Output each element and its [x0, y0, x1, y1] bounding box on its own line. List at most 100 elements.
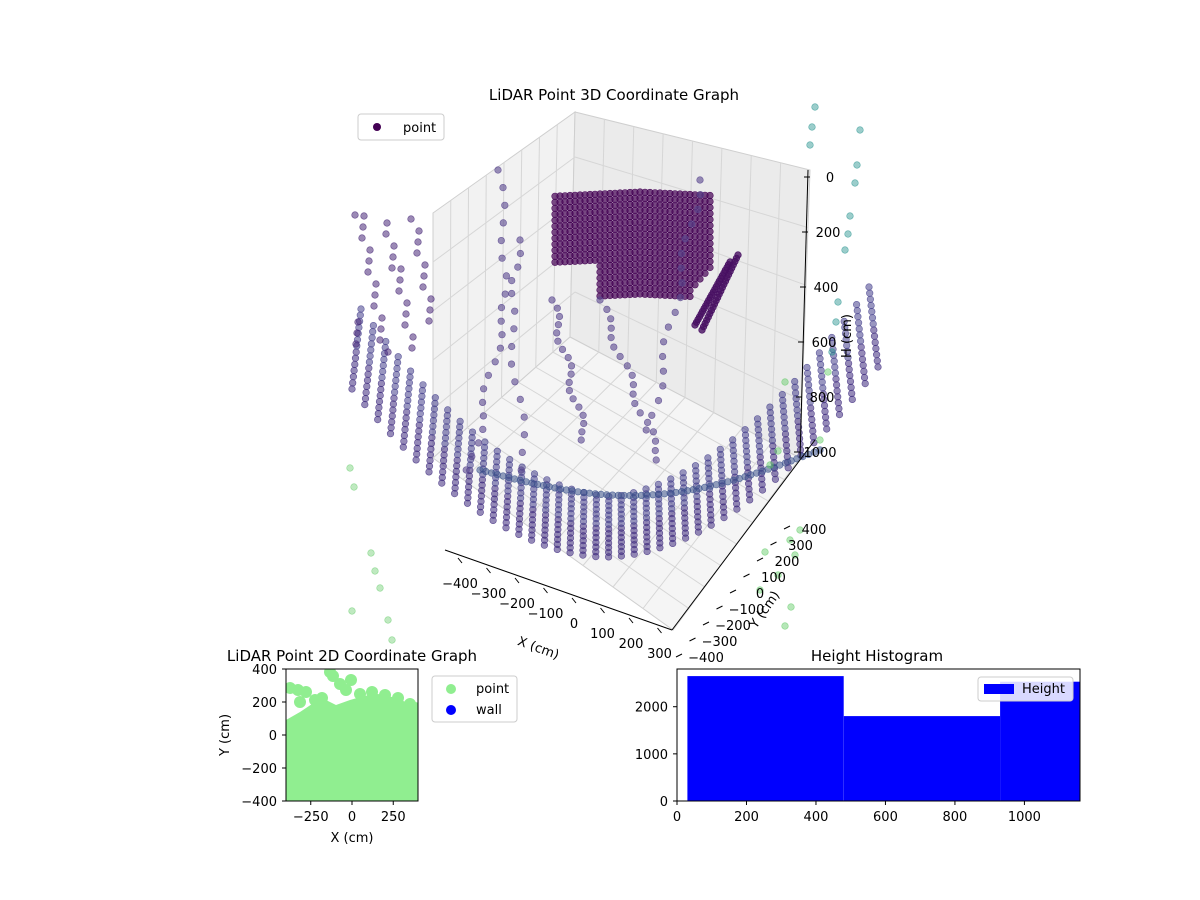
y-tick-label-2d: 400 — [252, 663, 277, 678]
point-3d-marker — [610, 343, 618, 351]
point-3d-marker — [380, 355, 388, 364]
legend-3d-label: point — [403, 121, 436, 136]
point-3d-marker — [688, 220, 696, 228]
grid-line — [535, 137, 540, 368]
point-3d-marker — [499, 219, 507, 227]
x-tick-label-3d: −300 — [471, 587, 507, 602]
point-3d-marker — [846, 377, 855, 386]
point-3d-marker — [425, 317, 433, 325]
x-tick-mark-3d — [600, 607, 605, 614]
point-3d-marker — [676, 294, 685, 302]
point-2d-marker — [379, 689, 391, 701]
point-3d-marker — [377, 325, 385, 333]
point-3d-marker — [376, 584, 384, 592]
point-3d-marker — [564, 354, 572, 362]
point-3d-marker — [364, 268, 372, 276]
y-tick-label-3d: −100 — [729, 603, 765, 618]
point-3d-marker — [351, 354, 360, 362]
y-tick-label-2d: 200 — [252, 696, 277, 711]
point-3d-marker — [419, 283, 427, 291]
point-3d-marker — [392, 376, 400, 385]
point-3d-marker — [419, 381, 427, 389]
point-3d-marker — [394, 359, 402, 367]
y-ticks-2d: 400 200 0 −200 −400 — [241, 663, 286, 810]
point-3d-marker — [851, 179, 859, 187]
x-tick-label-3d: −400 — [442, 577, 478, 592]
y-tick-label-2d: −200 — [241, 762, 277, 777]
histogram-bar — [843, 716, 1001, 801]
x-tick-label-hist: 400 — [804, 810, 829, 825]
point-3d-marker — [672, 488, 680, 497]
point-3d-marker — [468, 452, 476, 461]
point-3d-marker — [365, 364, 373, 372]
point-3d-marker — [803, 363, 811, 372]
point-3d-marker — [361, 395, 370, 403]
point-3d-marker — [497, 237, 505, 245]
legend-3d-box — [357, 113, 445, 141]
point-3d-marker — [368, 334, 376, 342]
point-3d-marker — [350, 366, 358, 375]
point-3d-marker — [391, 388, 399, 396]
point-3d-marker — [741, 426, 749, 434]
x-tick-label-3d: 300 — [647, 647, 672, 662]
point-3d-marker — [651, 437, 660, 445]
point-3d-marker — [514, 263, 522, 271]
point-3d-marker — [365, 358, 374, 366]
points-2d — [286, 669, 418, 801]
point-3d-marker — [370, 302, 378, 310]
point-3d-marker — [357, 305, 365, 313]
point-3d-marker — [834, 393, 842, 401]
y-tick-label-3d: −300 — [702, 635, 738, 650]
point-3d-marker — [371, 291, 379, 299]
point-3d-marker — [388, 418, 396, 426]
point-3d-marker — [867, 301, 875, 310]
point-3d-marker — [766, 461, 774, 469]
point-3d-marker — [871, 338, 879, 347]
grid-line — [742, 155, 752, 428]
point-3d-marker — [694, 205, 702, 213]
point-3d-marker — [367, 346, 375, 354]
point-3d-marker — [844, 230, 852, 238]
point-3d-marker — [374, 416, 382, 424]
point-3d-marker — [761, 548, 769, 556]
point-2d-marker — [324, 669, 336, 678]
point-3d-marker — [659, 382, 667, 390]
point-3d-marker — [502, 272, 511, 280]
point-3d-marker — [494, 166, 502, 174]
point-3d-marker — [701, 483, 709, 492]
point-3d-marker — [872, 351, 881, 359]
point-3d-marker — [706, 197, 714, 206]
point-3d-marker — [691, 462, 700, 470]
point-3d-marker — [856, 126, 864, 134]
y-tick-mark-3d — [756, 557, 764, 562]
point-3d-marker — [367, 549, 375, 557]
point-3d-marker — [356, 311, 364, 319]
point-3d-marker — [351, 360, 359, 369]
point-3d-marker — [686, 286, 694, 295]
y-tick-mark-3d — [783, 525, 791, 530]
point-3d-marker — [558, 345, 567, 354]
point-3d-marker — [870, 332, 879, 340]
y-tick-label-3d: 100 — [761, 571, 786, 586]
point-3d-marker — [353, 329, 361, 337]
x-tick-mark-3d — [457, 557, 463, 564]
grid-line — [501, 162, 505, 398]
x-ticks-hist: 0 200 400 600 800 1000 — [673, 801, 1041, 825]
x-tick-mark-3d — [657, 627, 662, 634]
point-2d-marker — [340, 684, 352, 696]
x-tick-label-hist: 200 — [734, 810, 759, 825]
point-2d-marker — [392, 692, 404, 704]
x-tick-label-hist: 0 — [673, 810, 681, 825]
z-ticks-3d: 0 200 400 600 800 1000 — [794, 171, 840, 461]
grid-line — [432, 156, 576, 263]
point-3d-marker — [565, 387, 574, 395]
point-3d-marker — [667, 475, 675, 483]
point-3d-marker — [389, 253, 397, 261]
frame-hist — [676, 668, 1081, 802]
point-3d-marker — [421, 261, 429, 269]
point-3d-marker — [808, 123, 816, 131]
point-3d-marker — [377, 379, 386, 388]
point-3d-marker — [847, 383, 855, 392]
point-3d-marker — [631, 399, 639, 408]
point-3d-marker — [616, 352, 624, 361]
